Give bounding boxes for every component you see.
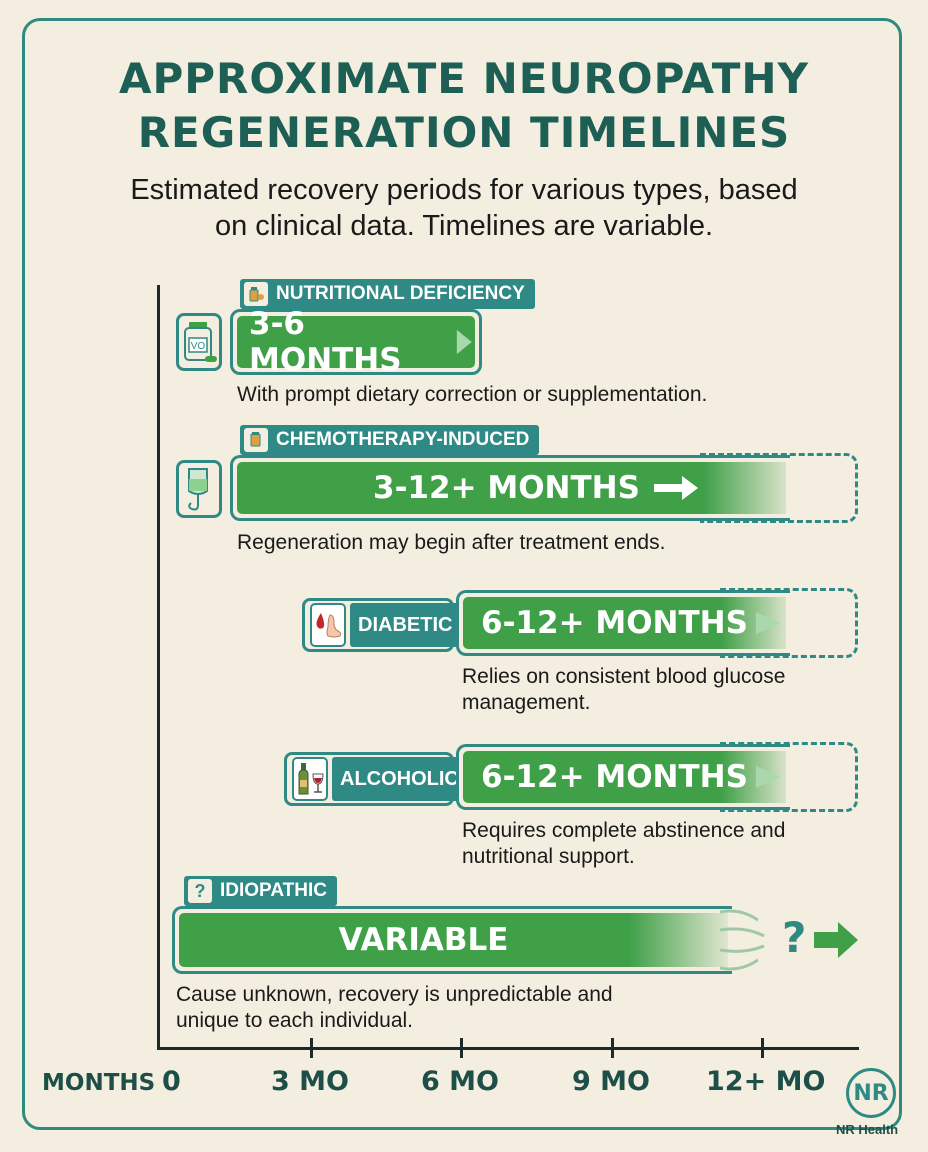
desc-idiopathic: Cause unknown, recovery is unpredictable… — [176, 983, 613, 1032]
brand-logo: NR — [846, 1068, 896, 1118]
brand-name: NR Health — [836, 1122, 899, 1137]
tick-label-9mo: 9 MO — [572, 1066, 651, 1097]
svg-text:?: ? — [782, 913, 806, 962]
bar-alcoholic: 6-12+ MONTHS — [456, 744, 790, 810]
bar-extension-chemotherapy — [700, 453, 858, 523]
chemo-small-icon — [244, 428, 268, 452]
bar-idiopathic: VARIABLE — [172, 906, 732, 974]
duration-label: 6-12+ MONTHS — [481, 759, 748, 795]
tick-label-3mo: 3 MO — [271, 1066, 350, 1097]
supplement-bottle-icon: VO — [176, 313, 222, 371]
tick-label-6mo: 6 MO — [421, 1066, 500, 1097]
bar-extension-alcoholic — [720, 742, 858, 812]
bar-diabetic: 6-12+ MONTHS — [456, 590, 790, 656]
desc-nutritional-deficiency: With prompt dietary correction or supple… — [237, 383, 708, 406]
supplement-small-icon — [244, 282, 268, 306]
wine-bottle-icon — [292, 757, 328, 801]
page-title: APPROXIMATE NEUROPATHY REGENERATION TIME… — [118, 54, 809, 157]
tag-chemotherapy-induced: CHEMOTHERAPY-INDUCED — [240, 425, 540, 455]
desc-alcoholic: Requires complete abstinence and nutriti… — [462, 819, 786, 868]
iv-drip-icon — [176, 460, 222, 518]
svg-text:VO: VO — [191, 341, 206, 352]
fading-arrow: ? — [720, 909, 858, 971]
tag-idiopathic: ? IDIOPATHIC — [184, 876, 337, 906]
bar-extension-diabetic — [720, 588, 858, 658]
blood-drop-foot-icon — [310, 603, 346, 647]
tag-nutritional-deficiency: NUTRITIONAL DEFICIENCY — [240, 279, 535, 309]
x-axis-line — [157, 1047, 859, 1050]
tick-label-0: 0 — [162, 1066, 181, 1097]
bar-nutritional-deficiency: 3-6 MONTHS — [230, 306, 482, 378]
tick-12mo — [761, 1038, 764, 1058]
duration-label: 3-12+ MONTHS — [373, 470, 640, 506]
question-icon: ? — [188, 879, 212, 903]
page-frame — [22, 18, 902, 1130]
desc-chemotherapy-induced: Regeneration may begin after treatment e… — [237, 531, 666, 554]
desc-diabetic: Relies on consistent blood glucose manag… — [462, 665, 786, 714]
tick-3mo — [310, 1038, 313, 1058]
duration-label: 3-6 MONTHS — [249, 306, 402, 378]
tick-9mo — [611, 1038, 614, 1058]
tag-alcoholic: ALCOHOLIC — [284, 752, 467, 806]
y-axis-line — [157, 285, 160, 1050]
tag-diabetic: DIABETIC — [302, 598, 461, 652]
bar-chemotherapy-induced: 3-12+ MONTHS — [230, 455, 790, 521]
axis-title: MONTHS — [42, 1070, 156, 1096]
tick-label-12mo: 12+ MO — [706, 1066, 826, 1097]
page-subtitle: Estimated recovery periods for various t… — [130, 174, 798, 242]
duration-label: 6-12+ MONTHS — [481, 605, 748, 641]
tick-6mo — [460, 1038, 463, 1058]
duration-label: VARIABLE — [338, 922, 509, 958]
